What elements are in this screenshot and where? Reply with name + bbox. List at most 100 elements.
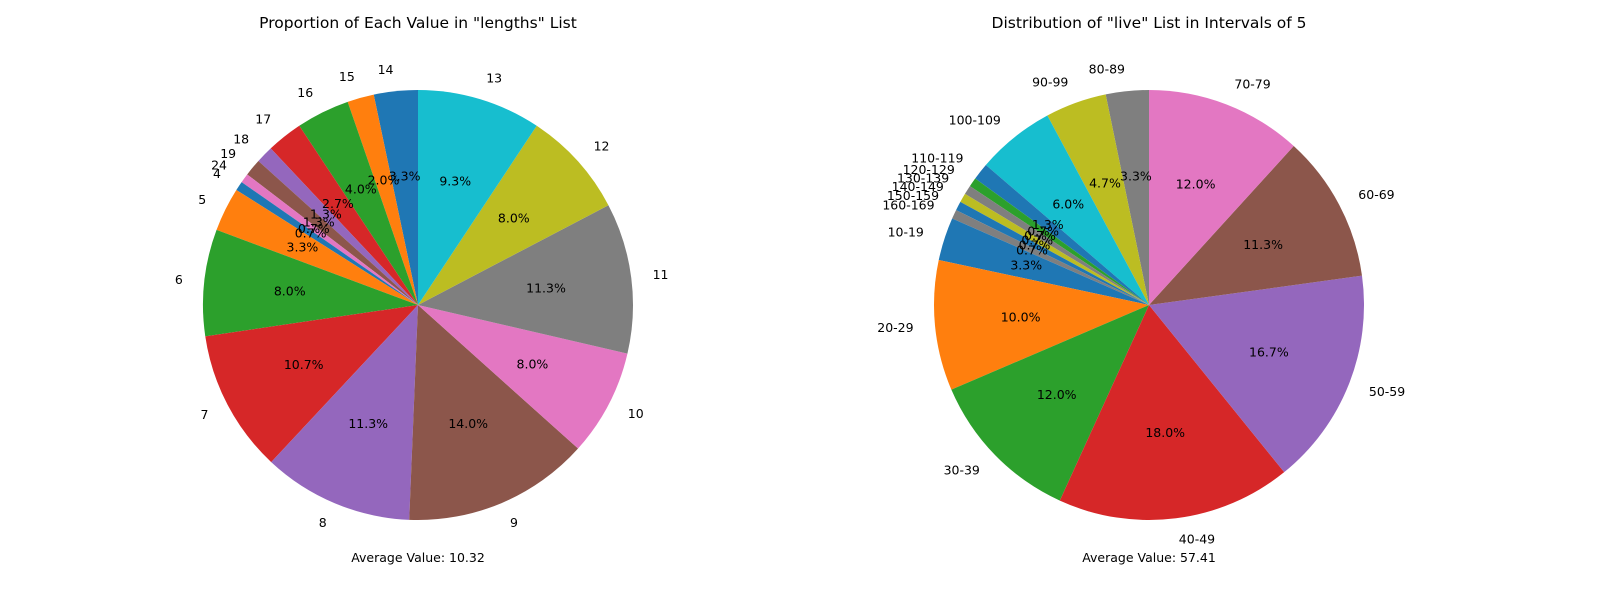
pie-slice-7 [205, 305, 418, 463]
slice-label-120-129: 120-129 [903, 162, 955, 177]
pie-slice-80-89 [1105, 90, 1149, 305]
slice-label-150-159: 150-159 [887, 188, 939, 203]
percent-label-20-29: 10.0% [1001, 310, 1041, 325]
percent-label-50-59: 16.7% [1249, 345, 1289, 360]
slice-label-9: 9 [510, 515, 518, 530]
percent-label-60-69: 11.3% [1243, 237, 1283, 252]
pie-slice-30-39 [951, 305, 1149, 501]
slice-label-4: 4 [213, 166, 221, 181]
percent-label-80-89: 3.3% [1120, 169, 1152, 184]
percent-label-8: 11.3% [348, 416, 388, 431]
slice-label-140-149: 140-149 [892, 179, 944, 194]
slices [934, 90, 1365, 520]
pie-slice-10-19 [938, 218, 1149, 305]
percent-label-14: 3.3% [389, 169, 421, 184]
pie-slice-70-79 [1149, 90, 1294, 305]
slice-label-17: 17 [255, 112, 271, 127]
pie-slice-6 [202, 229, 418, 337]
pie-slice-13 [418, 89, 537, 305]
slice-label-16: 16 [297, 85, 313, 100]
percent-labels: 3.3%2.0%4.0%2.7%1.3%1.3%0.7%0.7%3.3%8.0%… [274, 169, 566, 431]
chart-title: Distribution of "live" List in Intervals… [992, 14, 1307, 32]
pie-slice-130-139 [964, 186, 1149, 305]
percent-label-6: 8.0% [274, 283, 306, 298]
percent-label-15: 2.0% [368, 173, 400, 188]
pie-slice-4 [236, 182, 418, 305]
pie-slice-9 [409, 305, 579, 520]
slice-label-30-39: 30-39 [944, 462, 980, 477]
pie-slice-17 [270, 125, 418, 306]
percent-label-12: 8.0% [498, 211, 530, 226]
percent-label-19: 1.3% [303, 215, 335, 230]
percent-label-13: 9.3% [439, 174, 471, 189]
slice-label-40-49: 40-49 [1179, 532, 1215, 547]
percent-label-16: 4.0% [345, 181, 377, 196]
pie-slice-160-169 [952, 210, 1149, 305]
pie-slice-140-149 [960, 193, 1149, 305]
category-labels: 80-89 90-99 100-109 110-119120-129130-13914… [877, 62, 1405, 547]
percent-label-90-99: 4.7% [1089, 176, 1121, 191]
slice-label-18: 18 [233, 132, 249, 147]
chart-title: Proportion of Each Value in "lengths" Li… [259, 14, 577, 32]
slice-label-160-169: 160-169 [882, 197, 934, 212]
slice-label-90-99: 90-99 [1032, 75, 1068, 90]
percent-label-10-19: 3.3% [1010, 257, 1042, 272]
pie-slice-110-119 [975, 164, 1149, 305]
percent-label-150-159: 0.7% [1019, 238, 1051, 253]
slice-label-19: 19 [220, 146, 236, 161]
pie-slice-150-159 [956, 201, 1149, 305]
slice-label-7: 7 [201, 407, 209, 422]
average-value-label: Average Value: 57.41 [1082, 550, 1216, 565]
percent-label-100-109: 6.0% [1052, 196, 1084, 211]
pie-slice-5 [216, 189, 418, 305]
slice-label-5: 5 [198, 192, 206, 207]
slice-label-20-29: 20-29 [877, 320, 913, 335]
percent-label-40-49: 18.0% [1145, 425, 1185, 440]
pie-slice-8 [271, 305, 418, 520]
percent-label-120-129: 0.7% [1027, 223, 1059, 238]
percent-label-140-149: 0.7% [1021, 233, 1053, 248]
live-pie-chart: Distribution of "live" List in Intervals… [877, 14, 1405, 565]
pie-slice-50-59 [1149, 275, 1365, 473]
average-value-label: Average Value: 10.32 [351, 550, 485, 565]
lengths-pie-chart: Proportion of Each Value in "lengths" Li… [175, 14, 669, 565]
slice-label-13: 13 [486, 71, 502, 86]
percent-label-11: 11.3% [526, 281, 566, 296]
percent-label-110-119: 1.3% [1032, 217, 1064, 232]
slice-label-50-59: 50-59 [1369, 384, 1405, 399]
slice-label-11: 11 [653, 267, 669, 282]
slice-label-24: 24 [211, 158, 227, 173]
pie-slice-16 [299, 101, 418, 305]
percent-label-70-79: 12.0% [1176, 177, 1216, 192]
pie-slice-60-69 [1149, 146, 1362, 305]
pie-slice-15 [347, 94, 418, 305]
pie-slice-18 [258, 148, 418, 305]
slice-label-80-89: 80-89 [1089, 62, 1125, 77]
slice-label-8: 8 [319, 515, 327, 530]
slice-label-10: 10 [628, 406, 644, 421]
percent-label-24: 0.7% [298, 221, 330, 236]
percent-label-18: 1.3% [310, 207, 342, 222]
percent-label-10: 8.0% [517, 357, 549, 372]
pie-slice-40-49 [1059, 305, 1285, 520]
pie-slice-19 [247, 160, 418, 305]
slice-label-100-109: 100-109 [949, 113, 1001, 128]
slice-label-60-69: 60-69 [1358, 187, 1394, 202]
pie-slice-11 [418, 205, 634, 354]
percent-label-4: 0.7% [295, 226, 327, 241]
slice-label-70-79: 70-79 [1234, 76, 1270, 91]
pie-slice-20-29 [934, 260, 1149, 390]
pie-slice-24 [241, 174, 418, 305]
percent-label-30-39: 12.0% [1037, 387, 1077, 402]
percent-label-17: 2.7% [322, 196, 354, 211]
slice-label-110-119: 110-119 [911, 150, 963, 165]
percent-label-160-169: 0.7% [1016, 243, 1048, 258]
pie-slice-10 [418, 305, 628, 449]
percent-labels: 3.3%4.7%6.0%1.3%0.7%0.7%0.7%0.7%0.7%3.3%… [1001, 169, 1289, 440]
slices [202, 89, 634, 520]
slice-label-130-139: 130-139 [897, 170, 949, 185]
slice-label-15: 15 [339, 69, 355, 84]
percent-label-5: 3.3% [287, 240, 319, 255]
